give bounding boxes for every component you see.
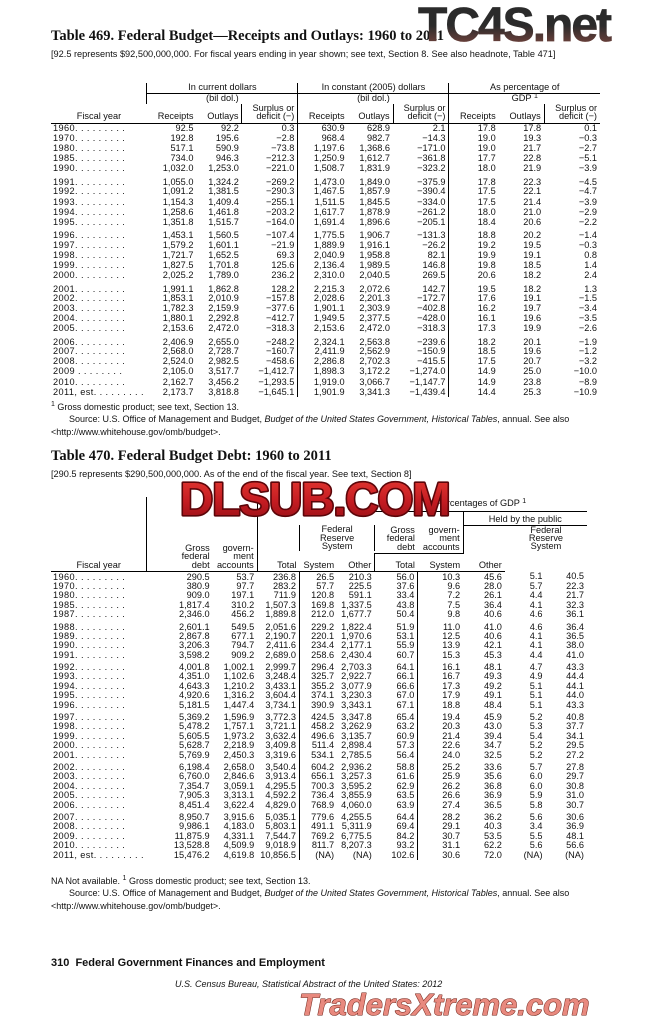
svg-text:TC4S.net: TC4S.net (418, 0, 612, 52)
svg-text:TradersXtreme.com: TradersXtreme.com (299, 987, 590, 1022)
svg-text:TradersXtreme.com: TradersXtreme.com (299, 987, 590, 1022)
